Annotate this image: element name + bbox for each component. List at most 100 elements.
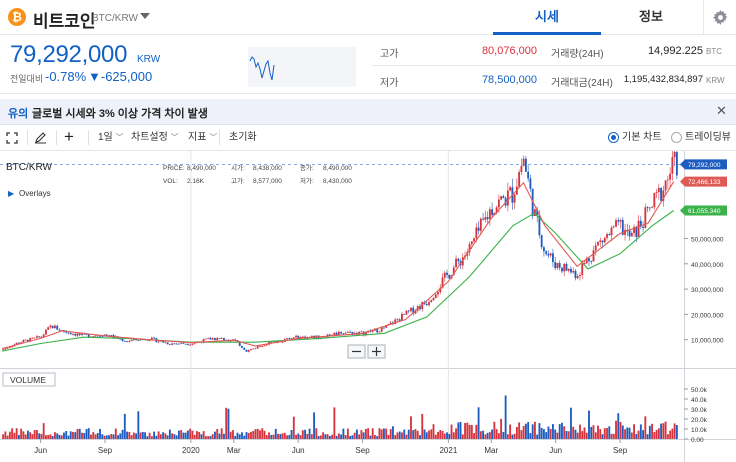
gear-icon[interactable]	[703, 0, 736, 35]
volume-bar	[612, 433, 615, 439]
y-tick-label: 50,000,000	[691, 236, 724, 243]
volume-bar	[51, 436, 54, 439]
low-label: 저가	[380, 78, 399, 89]
volume-bar	[90, 434, 92, 439]
legend-vol-value: 2.16K	[187, 178, 205, 185]
tradingview-label[interactable]: 트레이딩뷰	[685, 132, 731, 143]
volume-bar	[387, 434, 390, 439]
volume-bar	[362, 432, 365, 439]
overlays-toggle[interactable]: Overlays	[19, 189, 51, 198]
volume-bar	[401, 432, 403, 439]
volume-bar	[648, 425, 651, 439]
volume-bar	[155, 435, 158, 439]
candle-body	[452, 267, 455, 276]
coin-name[interactable]: 비트코인	[33, 12, 96, 31]
chevron-down-icon[interactable]	[140, 13, 150, 19]
price-tag	[680, 159, 727, 170]
candle-body	[434, 294, 437, 299]
basic-chart-label[interactable]: 기본 차트	[622, 132, 662, 143]
volume-bar	[441, 430, 444, 439]
volume-bar	[220, 428, 223, 439]
radio-basic-chart[interactable]	[608, 132, 619, 143]
candle-body	[162, 340, 165, 343]
volume-24h-value: 14,992.225	[647, 45, 703, 57]
volume-bar	[389, 429, 392, 439]
volume-tick-label: 0.00	[691, 437, 704, 444]
price-tag-label: 61,055,340	[688, 208, 721, 215]
candle-body	[612, 226, 615, 228]
volume-bar	[574, 429, 577, 439]
volume-bar	[11, 428, 14, 439]
candle-body	[468, 244, 471, 253]
legend-low-value: 8,430,000	[323, 178, 352, 185]
high-label: 고가	[380, 49, 399, 60]
candle-body	[38, 336, 41, 338]
interval-select[interactable]: 1일 ﹀	[98, 125, 124, 150]
indicators-menu[interactable]: 지표 ﹀	[188, 125, 217, 150]
volume-bar	[236, 432, 239, 439]
volume-bar	[396, 432, 399, 439]
pencil-icon[interactable]	[34, 125, 50, 150]
volume-bar	[227, 408, 230, 439]
close-icon[interactable]: ✕	[716, 103, 727, 118]
volume-bar	[319, 435, 322, 439]
candle-body	[633, 226, 635, 233]
price-tag	[680, 176, 727, 187]
volume-bar	[286, 435, 288, 439]
candle-body	[473, 238, 475, 242]
volume-bar	[558, 424, 561, 439]
crosshair-icon[interactable]: +	[64, 127, 74, 146]
candle-body	[664, 180, 667, 191]
coin-pair[interactable]: BTC/KRW	[92, 13, 138, 24]
candle-body	[189, 344, 192, 346]
candle-body	[360, 331, 363, 333]
volume-bar	[139, 432, 142, 439]
volume-bar	[182, 432, 185, 439]
radio-tradingview[interactable]	[671, 132, 682, 143]
volume-bar	[543, 429, 545, 439]
trade-value-24h-label: 거래대금(24H)	[551, 78, 613, 89]
candle-body	[193, 342, 196, 344]
volume-bar	[432, 424, 435, 439]
tab-info[interactable]: 정보	[639, 9, 663, 24]
volume-tick-label: 20.0k	[691, 417, 708, 424]
candle-body	[99, 335, 101, 337]
candle-body	[475, 227, 478, 239]
tab-price[interactable]: 시세	[493, 0, 601, 35]
candle-body	[121, 338, 124, 342]
volume-bar	[561, 422, 563, 439]
candle-body	[648, 207, 651, 209]
volume-bar	[110, 433, 113, 439]
fullscreen-icon[interactable]	[6, 125, 22, 150]
volume-24h-unit: BTC	[706, 47, 722, 56]
candle-body	[126, 341, 128, 343]
chevron-down-icon: ﹀	[115, 133, 124, 142]
candle-body	[340, 331, 343, 334]
candle-body	[389, 322, 392, 325]
volume-bar	[646, 434, 649, 439]
candle-body	[570, 268, 572, 273]
volume-bar	[159, 434, 162, 439]
change-rate: -0.78%	[45, 69, 87, 84]
x-tick-label: Sep	[355, 446, 370, 455]
candle-body	[157, 341, 160, 343]
candle-body	[31, 337, 34, 339]
volume-bar	[437, 431, 439, 439]
chart-canvas[interactable]: 10,000,000 20,000,000 30,000,000 40,000,000…	[0, 142, 736, 462]
reset-button[interactable]: 초기화	[229, 132, 257, 143]
play-icon[interactable]: ▶	[8, 189, 15, 198]
y-tick-label: 40,000,000	[691, 262, 724, 269]
price-chart[interactable]: 10,000,000 20,000,000 30,000,000 40,000,000…	[0, 142, 736, 462]
candle-body	[437, 292, 439, 295]
volume-bar	[482, 430, 485, 439]
candle-body	[148, 340, 151, 342]
candle-body	[430, 300, 433, 303]
candle-body	[241, 345, 243, 348]
candle-body	[58, 329, 61, 331]
candle-body	[4, 348, 7, 350]
volume-bar	[331, 434, 334, 439]
volume-bar	[216, 429, 219, 439]
chart-settings-menu[interactable]: 차트설정 ﹀	[131, 125, 179, 150]
volume-bar	[671, 428, 674, 439]
volume-bar	[200, 434, 203, 439]
